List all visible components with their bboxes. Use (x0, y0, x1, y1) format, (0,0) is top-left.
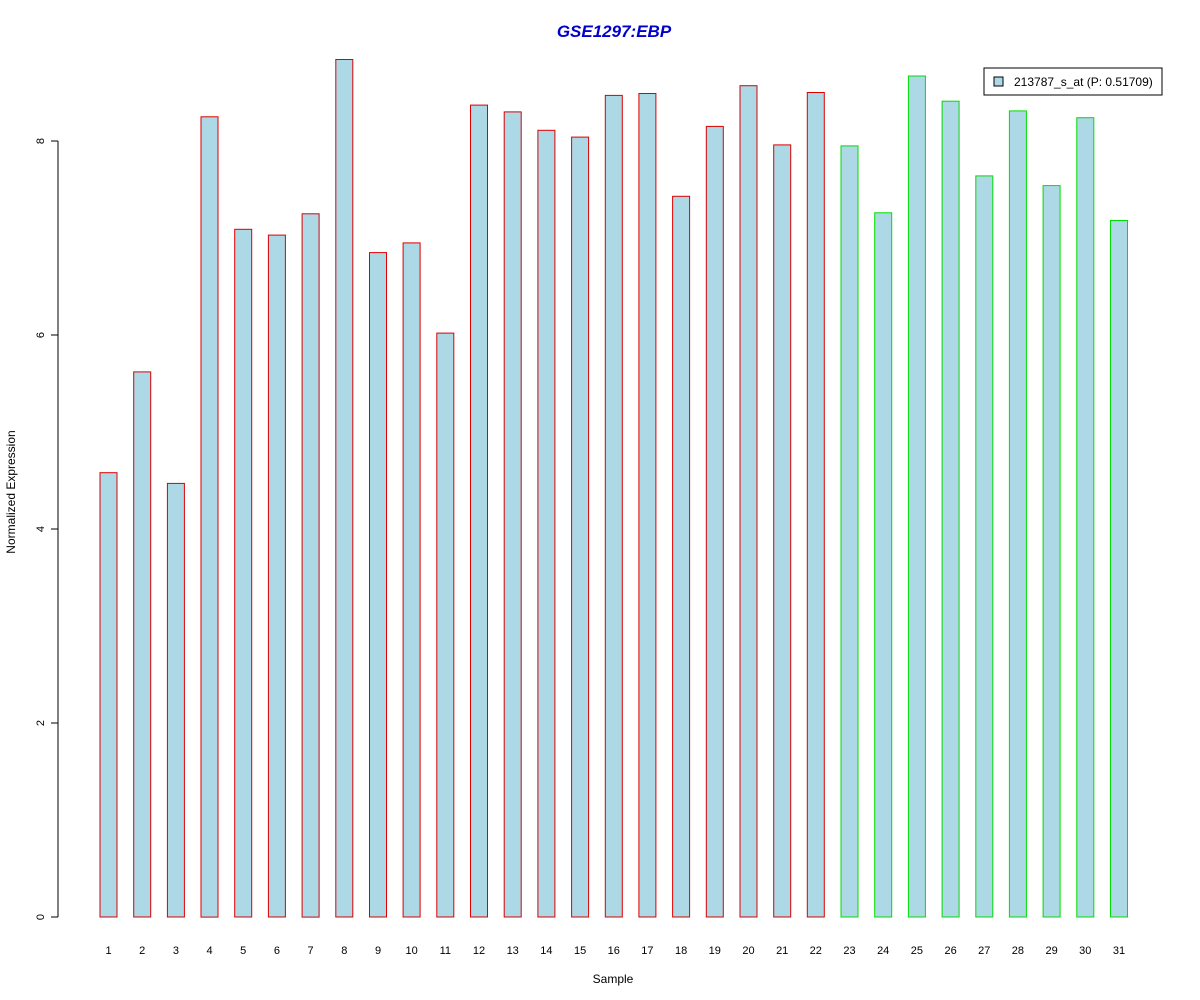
bar (874, 212, 893, 918)
legend-label: 213787_s_at (P: 0.51709) (1014, 75, 1153, 89)
x-tick-label: 1 (105, 945, 111, 957)
x-tick-label: 24 (877, 945, 889, 957)
bar (1042, 185, 1061, 918)
bar (840, 145, 859, 918)
x-tick-label: 30 (1079, 945, 1091, 957)
bar (301, 213, 320, 918)
bar (705, 125, 724, 918)
y-tick-label: 4 (35, 526, 47, 532)
bar (773, 144, 792, 918)
y-tick-label: 8 (35, 138, 47, 144)
bar (436, 332, 455, 918)
x-tick-label: 5 (240, 945, 246, 957)
x-tick-label: 25 (911, 945, 923, 957)
legend-swatch (993, 76, 1004, 87)
x-tick-label: 10 (405, 945, 417, 957)
x-tick-label: 19 (709, 945, 721, 957)
bar (369, 252, 387, 918)
x-tick-label: 2 (139, 945, 145, 957)
x-tick-label: 28 (1012, 945, 1024, 957)
x-tick-label: 12 (473, 945, 485, 957)
bar (234, 228, 253, 918)
bar (133, 371, 152, 918)
bar (537, 129, 556, 918)
bar (739, 85, 758, 918)
bar (907, 75, 926, 918)
legend: 213787_s_at (P: 0.51709) (983, 67, 1163, 96)
chart-title: GSE1297:EBP (557, 22, 672, 41)
x-tick-label: 18 (675, 945, 687, 957)
x-axis-label: Sample (593, 972, 634, 986)
bar (200, 116, 219, 918)
x-tick-label: 7 (308, 945, 314, 957)
bar (99, 472, 118, 918)
bars-group (99, 59, 1128, 918)
bar (941, 100, 960, 918)
bar (1008, 110, 1027, 918)
x-tick-label: 22 (810, 945, 822, 957)
bar (503, 111, 522, 918)
x-tick-label: 31 (1113, 945, 1125, 957)
bar (604, 94, 623, 918)
bar (267, 234, 286, 918)
x-tick-label: 4 (206, 945, 212, 957)
x-tick-label: 9 (375, 945, 381, 957)
bar (672, 195, 691, 918)
bar (335, 59, 354, 918)
x-tick-label: 21 (776, 945, 788, 957)
x-tick-label: 6 (274, 945, 280, 957)
x-tick-label: 27 (978, 945, 990, 957)
x-tick-label: 16 (608, 945, 620, 957)
x-tick-label: 11 (440, 945, 451, 957)
bar (166, 482, 185, 918)
bar (470, 104, 488, 918)
y-tick-label: 0 (35, 914, 47, 920)
x-tick-label: 13 (507, 945, 519, 957)
x-tick-label: 14 (540, 945, 552, 957)
x-tick-label: 8 (341, 945, 347, 957)
bar (1076, 117, 1095, 918)
x-tick-label: 26 (944, 945, 956, 957)
y-axis: 0 2 4 6 8 (35, 138, 59, 920)
x-tick-label: 3 (173, 945, 179, 957)
bar (638, 93, 657, 918)
bar (402, 242, 421, 918)
x-tick-label: 20 (742, 945, 754, 957)
x-tick-label: 17 (641, 945, 653, 957)
x-tick-labels: 1 2 3 4 5 6 7 8 9 10 11 12 13 14 15 16 17 18 19 20 21 22 23 24 2… (105, 945, 1125, 957)
bar (1110, 220, 1128, 918)
y-axis-label: Normalized Expression (4, 430, 18, 553)
x-tick-label: 15 (574, 945, 586, 957)
bar (975, 175, 994, 918)
legend-box (983, 67, 1163, 96)
bar (571, 136, 590, 918)
bar (806, 92, 825, 918)
x-tick-label: 23 (843, 945, 855, 957)
y-tick-label: 6 (35, 332, 47, 338)
x-tick-label: 29 (1045, 945, 1057, 957)
y-tick-label: 2 (35, 720, 47, 726)
